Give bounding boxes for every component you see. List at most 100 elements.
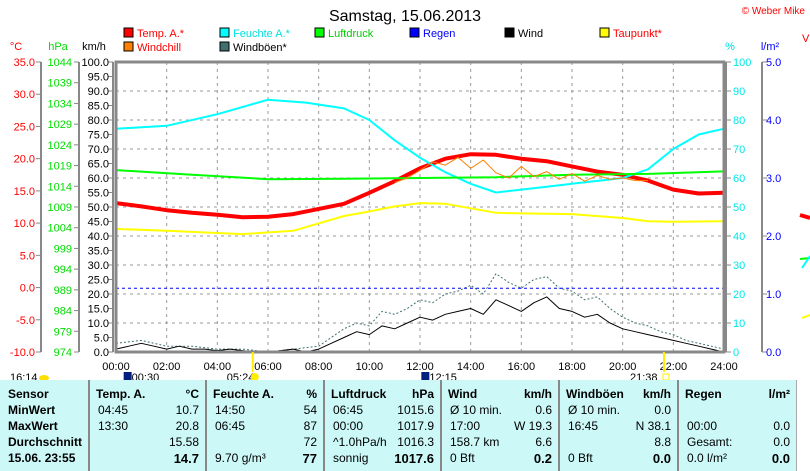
pressure-axis-label: hPa (48, 41, 68, 53)
x-tick-label: 16:00 (508, 361, 536, 373)
column-divider (677, 380, 679, 471)
column-header: Regen (685, 387, 722, 401)
column-header: Sensor (8, 387, 49, 401)
x-tick-label: 10:00 (356, 361, 384, 373)
humidity-axis-label: % (725, 41, 735, 53)
pressure-tick-label: 974 (54, 347, 72, 359)
cell-detail: 00:00 (687, 419, 718, 433)
series-temp-a (115, 152, 725, 220)
cell-value: 10.7 (175, 403, 199, 417)
wind-tick-label: 30.0 (88, 260, 109, 272)
column-unit: km/h (642, 387, 671, 401)
x-tick-label: 04:00 (204, 361, 232, 373)
cell-value: 87 (303, 419, 317, 433)
humidity-tick-label: 20 (733, 289, 745, 301)
cell-value: 1017.9 (397, 419, 434, 433)
sunset-icon (662, 373, 670, 380)
wind-tick-label: 70.0 (88, 144, 109, 156)
x-tick-label: 14:00 (457, 361, 485, 373)
x-tick-label: 18:00 (558, 361, 586, 373)
wind-tick-label: 80.0 (88, 115, 109, 127)
moonset-icon (123, 372, 132, 380)
x-tick-label: 22:00 (660, 361, 688, 373)
column-divider (88, 380, 90, 471)
rain-tick-label: 1.0 (766, 289, 781, 301)
wind-tick-label: 15.0 (88, 304, 109, 316)
row-label: MaxWert (8, 419, 58, 433)
pressure-tick-label: 989 (54, 285, 72, 297)
legend-label: Luftdruck (328, 28, 374, 40)
legend-label: Wind (518, 28, 543, 40)
legend-label: Temp. A.* (137, 28, 185, 40)
temp-tick-label: 35.0 (14, 57, 35, 69)
pressure-tick-label: 1019 (48, 161, 72, 173)
cell-value: 77 (302, 451, 317, 466)
cell-detail: 16:45 (568, 419, 599, 433)
cell-detail: 14:50 (215, 403, 246, 417)
wind-tick-label: 55.0 (88, 188, 109, 200)
cell-value: W 19.3 (513, 419, 552, 433)
column-unit: km/h (523, 387, 552, 401)
temp-tick-label: -10.0 (10, 347, 35, 359)
cell-value: 15.58 (168, 435, 199, 449)
x-tick-label: 20:00 (609, 361, 637, 373)
series-windchill (394, 156, 648, 183)
x-tick-label: 08:00 (305, 361, 333, 373)
legend-label: Regen (423, 28, 455, 40)
humidity-tick-label: 70 (733, 144, 745, 156)
column-header: Luftdruck (331, 387, 387, 401)
pressure-tick-label: 1014 (48, 181, 72, 193)
legend-swatch (504, 27, 515, 38)
cell-detail: Ø 10 min. (450, 403, 503, 417)
humidity-tick-label: 100 (733, 57, 751, 69)
pressure-tick-label: 1029 (48, 119, 72, 131)
humidity-tick-label: 10 (733, 318, 745, 330)
row-label: Durchschnitt (8, 435, 83, 449)
cell-value: 0.0 (773, 419, 790, 433)
legend-label: Feuchte A.* (233, 28, 291, 40)
legend-swatch (314, 27, 325, 38)
legend-label: Windchill (137, 42, 181, 54)
pressure-tick-label: 984 (54, 306, 72, 318)
pressure-tick-label: 1004 (48, 223, 72, 235)
x-tick-label: 12:00 (406, 361, 434, 373)
wind-tick-label: 50.0 (88, 202, 109, 214)
cell-detail: 0 Bft (568, 451, 593, 465)
humidity-tick-label: 90 (733, 86, 745, 98)
moon-icon (39, 375, 49, 380)
series-windböen (115, 273, 725, 353)
rain-axis-label: l/m² (761, 41, 780, 53)
temp-tick-label: 30.0 (14, 89, 35, 101)
next-temp-fragment (799, 213, 810, 220)
series-feuchte-a (115, 98, 725, 194)
cell-value: 1015.6 (397, 403, 434, 417)
wind-tick-label: 75.0 (88, 130, 109, 142)
cell-value: 0.0 (771, 451, 790, 466)
cell-value: 54 (303, 403, 317, 417)
humidity-tick-label: 40 (733, 231, 745, 243)
wind-tick-label: 40.0 (88, 231, 109, 243)
pressure-tick-label: 1044 (48, 57, 72, 69)
cell-value: 6.6 (535, 435, 552, 449)
legend-swatch (123, 27, 134, 38)
rain-tick-label: 2.0 (766, 231, 781, 243)
rain-tick-label: 3.0 (766, 173, 781, 185)
cell-value: 0.0 (654, 403, 671, 417)
astro-time: 21:38 (630, 372, 658, 380)
scrollbar[interactable] (796, 380, 810, 471)
temp-tick-label: 20.0 (14, 154, 35, 166)
temp-tick-label: 5.0 (20, 250, 35, 262)
cell-detail: 0 Bft (450, 451, 475, 465)
humidity-tick-label: 80 (733, 115, 745, 127)
statistics-table: Sensor Temp. A. °C Feuchte A.% Luftdruck hPa W… (0, 380, 796, 471)
astro-time: 12:15 (429, 372, 457, 380)
cell-value: 1016.3 (397, 435, 434, 449)
pressure-tick-label: 994 (54, 264, 72, 276)
copyright: © Weber Mike (742, 6, 806, 17)
column-divider (558, 380, 560, 471)
next-humidity-fragment (801, 255, 810, 269)
wind-tick-label: 60.0 (88, 173, 109, 185)
legend-swatch (599, 27, 610, 38)
temp-tick-label: 15.0 (14, 186, 35, 198)
x-tick-label: 02:00 (153, 361, 181, 373)
